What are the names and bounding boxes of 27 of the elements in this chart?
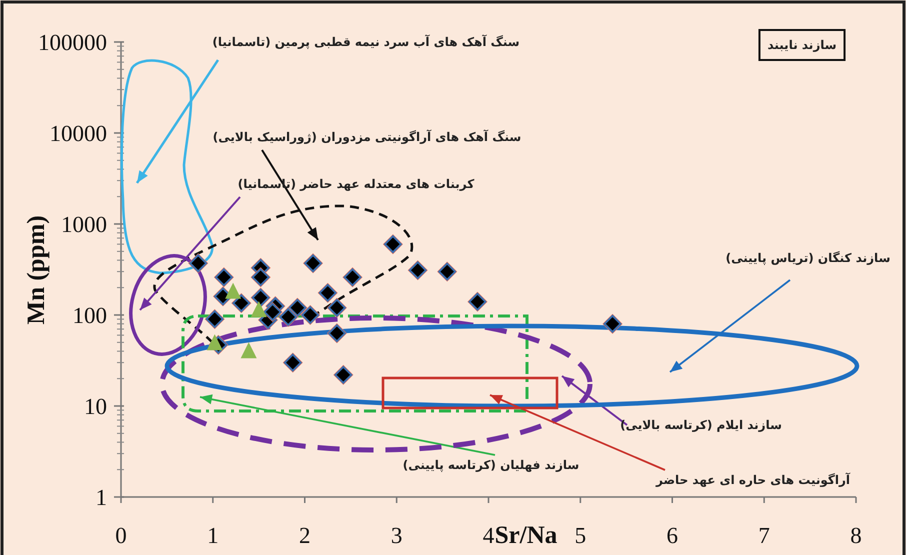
x-tick-label: 4 [482, 523, 495, 548]
annotation: سازند کنگان (تریاس پایینی) [726, 251, 890, 265]
annotation: سنگ آهک های آراگونیتی مزدوران (ژوراسیک بالایی) [212, 129, 522, 144]
y-tick-label: 10 [84, 394, 107, 419]
y-axis-title: Mn (ppm) [23, 215, 50, 325]
annotation: آراگونیت های حاره ای عهد حاضر [655, 472, 851, 487]
x-tick-label: 8 [850, 523, 862, 548]
x-tick-label: 3 [390, 523, 402, 548]
y-tick-label: 1 [96, 485, 107, 510]
y-tick-label: 1000 [61, 212, 107, 237]
x-axis-title: Sr/Na [494, 522, 558, 549]
x-tick-label: 1 [207, 523, 219, 548]
y-tick-label: 10000 [50, 121, 107, 146]
annotation: سازند نایبند [767, 38, 837, 52]
y-tick-label: 100000 [38, 30, 107, 55]
annotation: سازند فهلیان (کرتاسه پایینی) [402, 458, 580, 472]
x-tick-label: 0 [115, 523, 127, 548]
annotation: سازند ایلام (کرتاسه بالایی) [620, 418, 782, 432]
x-tick-label: 5 [574, 523, 586, 548]
point [225, 282, 242, 299]
point [250, 301, 267, 318]
x-tick-label: 6 [666, 523, 678, 548]
x-tick-label: 7 [758, 523, 770, 548]
point [240, 342, 257, 358]
y-tick-label: 100 [72, 303, 107, 328]
annotation: سنگ آهک های آب سرد نیمه قطبی پرمین (تاسمانیا) [212, 34, 520, 49]
x-tick-label: 2 [299, 523, 310, 548]
